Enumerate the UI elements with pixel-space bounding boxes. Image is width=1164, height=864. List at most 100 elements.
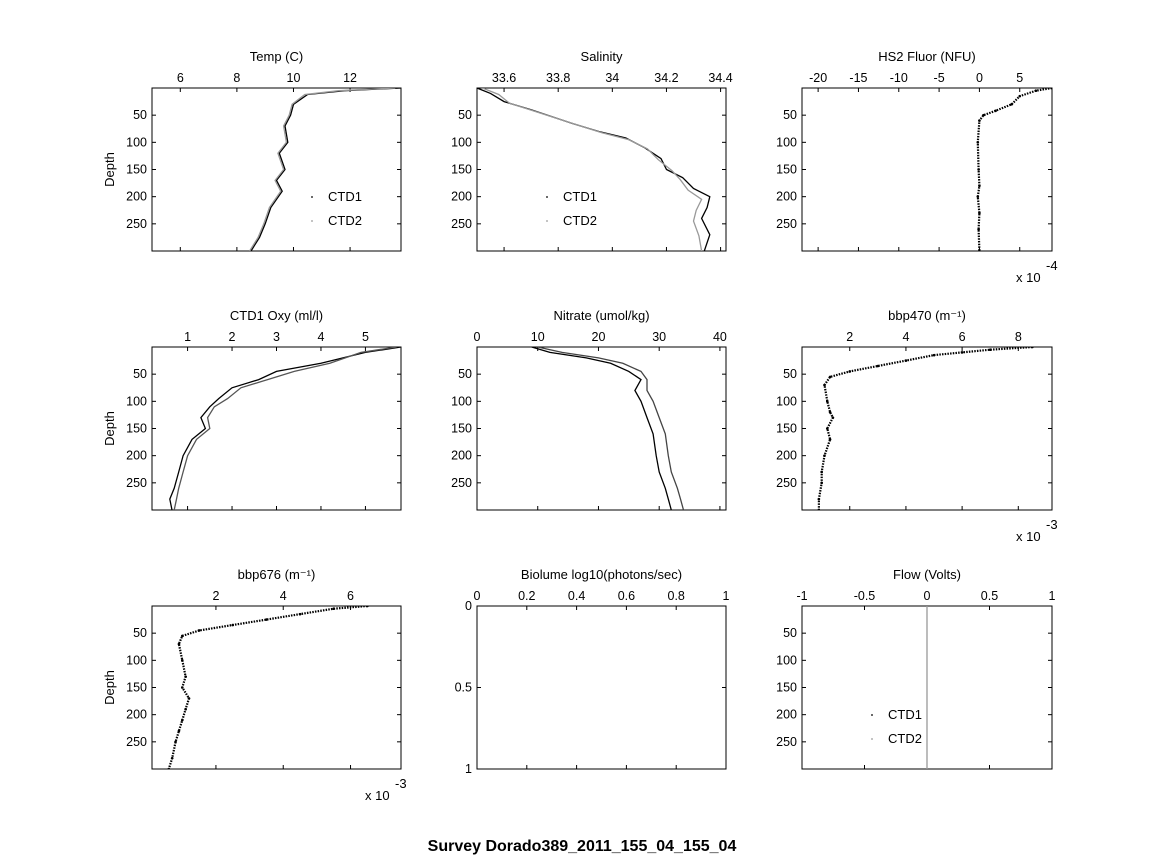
series-line-ctd2 <box>249 88 396 251</box>
x-tick-label: 0 <box>976 71 983 85</box>
x-tick-label: 0 <box>924 589 931 603</box>
y-tick-label: 100 <box>126 653 147 667</box>
y-tick-label: 100 <box>776 394 797 408</box>
x-tick-label: 6 <box>177 71 184 85</box>
data-point <box>184 675 187 678</box>
data-point <box>978 211 981 215</box>
y-tick-label: 250 <box>776 735 797 749</box>
y-tick-label: 50 <box>133 367 147 381</box>
figure-suptitle: Survey Dorado389_2011_155_04_155_04 <box>427 838 737 855</box>
legend-marker <box>871 738 873 740</box>
series-line-oxy <box>173 347 397 510</box>
x-tick-label: 5 <box>362 330 369 344</box>
data-point <box>817 497 821 501</box>
axes-frame <box>476 605 727 770</box>
x-tick-label: 34.2 <box>654 71 678 85</box>
data-point <box>174 740 177 744</box>
axes-frame <box>801 87 1053 252</box>
data-point <box>820 481 823 485</box>
y-tick-label: 200 <box>776 708 797 722</box>
legend-marker <box>311 220 313 222</box>
axes-frame <box>801 346 1053 511</box>
data-point <box>180 686 184 689</box>
axes-frame <box>151 87 402 252</box>
x-tick-label: -1 <box>796 589 807 603</box>
x-tick-label: 2 <box>846 330 853 344</box>
y-tick-label: 100 <box>126 394 147 408</box>
y-axis-label: Depth <box>102 670 117 705</box>
plot-area <box>477 88 711 251</box>
x-tick-label: 33.8 <box>546 71 570 85</box>
legend-entry: CTD1 <box>563 189 597 204</box>
y-tick-label: 200 <box>126 449 147 463</box>
data-point <box>825 400 829 403</box>
panel-title: CTD1 Oxy (ml/l) <box>230 308 323 323</box>
y-tick-label: 0.5 <box>455 681 472 695</box>
x-tick-label: 0.8 <box>668 589 685 603</box>
y-tick-label: 250 <box>776 476 797 490</box>
x-tick-label: 34.4 <box>708 71 732 85</box>
data-point <box>831 416 835 419</box>
data-point <box>978 249 981 251</box>
y-tick-label: 150 <box>126 681 147 695</box>
data-point <box>994 109 997 113</box>
y-tick-label: 50 <box>783 367 797 381</box>
x-tick-label: 3 <box>273 330 280 344</box>
y-tick-label: 100 <box>776 653 797 667</box>
y-tick-label: 250 <box>451 476 472 490</box>
data-point <box>876 364 880 368</box>
series-line-nitrate <box>537 347 685 510</box>
y-tick-label: 150 <box>451 163 472 177</box>
data-point <box>988 348 992 352</box>
x-exponent-label: x 10 <box>1016 270 1041 285</box>
y-tick-label: 200 <box>451 190 472 204</box>
data-point <box>828 375 832 379</box>
y-tick-label: 150 <box>451 422 472 436</box>
plot-area <box>817 347 1034 510</box>
x-tick-label: -0.5 <box>854 589 876 603</box>
x-tick-label: 1 <box>184 330 191 344</box>
data-point <box>904 359 908 362</box>
x-tick-label: 40 <box>713 330 727 344</box>
data-point <box>265 618 268 621</box>
legend-marker <box>871 714 873 716</box>
axes-frame <box>476 346 727 511</box>
data-point <box>820 470 823 474</box>
plot-area <box>531 347 685 510</box>
data-point <box>828 438 832 441</box>
legend-marker <box>546 196 548 198</box>
x-tick-label: 6 <box>959 330 966 344</box>
y-axis-label: Depth <box>102 152 117 187</box>
x-tick-label: 1 <box>1049 589 1056 603</box>
y-tick-label: 200 <box>451 449 472 463</box>
x-tick-label: 10 <box>531 330 545 344</box>
y-tick-label: 150 <box>126 422 147 436</box>
x-exponent-power: -3 <box>1046 517 1058 532</box>
y-tick-label: 50 <box>783 626 797 640</box>
panel-bbp470: bbp470 (m⁻¹) 2 4 6 8 50 100 150 200 250 x 10 -3 <box>776 308 1057 544</box>
x-tick-label: 8 <box>233 71 240 85</box>
data-point <box>823 383 826 387</box>
x-tick-label: 0 <box>474 330 481 344</box>
x-tick-label: 0 <box>474 589 481 603</box>
data-point <box>823 454 826 457</box>
y-tick-label: 100 <box>126 135 147 149</box>
y-tick-label: 50 <box>458 108 472 122</box>
legend-marker <box>311 196 313 198</box>
data-point <box>197 629 201 632</box>
data-point <box>231 623 235 627</box>
panel-title: Flow (Volts) <box>893 567 961 582</box>
data-point <box>978 184 981 188</box>
x-exponent-label: x 10 <box>1016 529 1041 544</box>
data-point <box>976 141 980 144</box>
x-tick-label: -5 <box>934 71 945 85</box>
data-point <box>825 427 829 430</box>
panel-nitrate: Nitrate (umol/kg) 0 10 20 30 40 50 100 150 200 250 <box>451 308 727 511</box>
data-point <box>977 227 980 231</box>
data-point <box>1031 347 1034 349</box>
legend-entry: CTD1 <box>888 707 922 722</box>
series-line-nitrate <box>531 347 672 510</box>
panel-biolume: Biolume log10(photons/sec) 0 0.2 0.4 0.6 0.8 1… <box>455 567 730 776</box>
series-line-oxy <box>169 347 401 510</box>
panel-title: Biolume log10(photons/sec) <box>521 567 682 582</box>
